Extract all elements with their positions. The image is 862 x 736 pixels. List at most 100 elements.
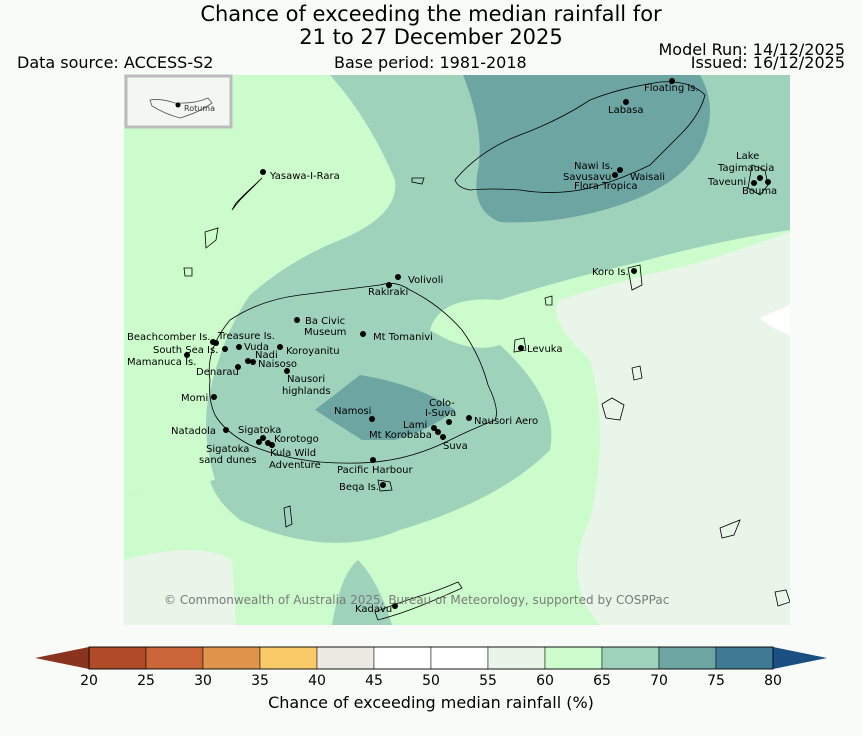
label-floating-is: Floating Is.: [644, 83, 699, 94]
label-momi: Momi: [181, 393, 208, 404]
dot-nausori-aero: [466, 415, 472, 421]
label-highlands: highlands: [282, 386, 331, 397]
dot-denarau: [235, 364, 241, 370]
map-title: Chance of exceeding the median rainfall …: [0, 3, 862, 49]
field-55-60-southwest: [124, 550, 236, 625]
dot-nadi: [245, 358, 251, 364]
islet-2-outline: [544, 295, 553, 306]
koro-outline: [627, 264, 643, 291]
colorbar-segment-35: [259, 646, 318, 670]
field-65-70-south: [332, 560, 392, 625]
colorbar-segment-70: [658, 646, 717, 670]
label-mamanuca: Mamanuca Is.: [127, 357, 196, 368]
label-sand-dunes: sand dunes: [199, 455, 257, 466]
label-vuda: Vuda: [244, 342, 269, 353]
dot-lami: [431, 425, 437, 431]
dot-nausori-highlands: [284, 368, 290, 374]
label-volivoli: Volivoli: [408, 275, 443, 286]
label-nausori: Nausori: [287, 374, 325, 385]
colorbar-ticks: 20 25 30 35 40 45 50 55 60 65 70 75 80: [80, 673, 782, 689]
colorbar-segment-20: [88, 646, 147, 670]
dot-korobaba: [435, 429, 441, 435]
dot-ba: [294, 317, 300, 323]
dot-koroyanitu: [277, 344, 283, 350]
label-denarau: Denarau: [196, 367, 239, 378]
label-pacific-harbour: Pacific Harbour: [337, 465, 414, 476]
colorbar-tick-25: 25: [137, 673, 155, 689]
field-55-60-east: [556, 232, 790, 625]
colorbar-tick-75: 75: [707, 673, 725, 689]
field-60-65-west: [124, 75, 396, 495]
label-labasa: Labasa: [608, 105, 644, 116]
probability-field: Floating Is. Labasa Nawi Is. Savusavu Wa…: [124, 75, 790, 625]
yasawa-south-outline: [204, 227, 219, 249]
label-beachcomber: Beachcomber Is.: [127, 332, 210, 343]
colorbar-segment-45: [373, 646, 432, 670]
label-koro: Koro Is.: [592, 267, 629, 278]
colorbar-tick-40: 40: [308, 673, 326, 689]
colorbar-tick-35: 35: [251, 673, 269, 689]
dot-labasa: [623, 99, 629, 105]
islet-6-outline: [183, 267, 193, 277]
dot-vuda: [236, 344, 242, 350]
label-adventure: Adventure: [269, 460, 321, 471]
dot-yasawa: [260, 169, 266, 175]
dot-rotuma: [175, 102, 181, 108]
title-line-1: Chance of exceeding the median rainfall …: [200, 2, 662, 26]
label-ba-civic: Ba Civic: [305, 316, 345, 327]
yasawa-outline: [231, 177, 263, 211]
label-korobaba: Mt Korobaba: [369, 430, 432, 441]
label-naisoso: Naisoso: [258, 359, 297, 370]
base-period: Base period: 1981-2018: [334, 53, 527, 72]
dot-bouma: [765, 179, 771, 185]
title-line-2: 21 to 27 December 2025: [299, 25, 563, 49]
label-kadavu: Kadavu: [355, 604, 392, 615]
ovalau-outline: [513, 337, 527, 353]
colorbar-tick-50: 50: [422, 673, 440, 689]
label-rakiraki: Rakiraki: [368, 287, 408, 298]
label-nawi-is: Nawi Is.: [574, 161, 613, 172]
colorbar: 20 25 30 35 40 45 50 55 60 65 70 75 80 Chance of exc…: [35, 646, 827, 712]
dot-volivoli: [395, 274, 401, 280]
colorbar-segment-50: [430, 646, 489, 670]
label-sigatoka: Sigatoka: [238, 425, 281, 436]
dot-mamanuca: [184, 352, 190, 358]
colorbar-under-arrow: [35, 647, 89, 669]
gau-outline: [601, 397, 625, 421]
beqa-outline: [377, 479, 393, 492]
label-i-suva: I-Suva: [425, 408, 456, 419]
label-sigatoka-2: Sigatoka: [206, 444, 249, 455]
dot-treasure: [213, 340, 219, 346]
colorbar-segment-60: [544, 646, 603, 670]
label-yasawa: Yasawa-I-Rara: [269, 171, 340, 182]
colorbar-segment-65: [601, 646, 660, 670]
label-tomanivi: Mt Tomanivi: [373, 332, 433, 343]
dot-naisoso: [250, 359, 256, 365]
label-museum: Museum: [304, 327, 346, 338]
colorbar-tick-70: 70: [650, 673, 668, 689]
colorbar-segment-30: [202, 646, 261, 670]
dot-koro: [631, 268, 637, 274]
islet-4-outline: [719, 519, 741, 539]
vatulele-outline: [283, 505, 293, 528]
colorbar-tick-60: 60: [536, 673, 554, 689]
islet-3-outline: [631, 365, 643, 381]
dot-tomanivi: [360, 331, 366, 337]
label-namosi: Namosi: [334, 406, 371, 417]
islet-outline: [411, 177, 425, 185]
field-70-75-north: [463, 75, 710, 223]
label-suva: Suva: [443, 441, 468, 452]
label-koroyanitu: Koroyanitu: [286, 346, 340, 357]
colorbar-segments: [88, 646, 774, 670]
label-lami: Lami: [403, 420, 427, 431]
colorbar-tick-30: 30: [194, 673, 212, 689]
colorbar-segment-25: [145, 646, 204, 670]
dot-tagimaucia: [757, 175, 763, 181]
dot-taveuni: [751, 180, 757, 186]
dot-namosi: [369, 416, 375, 422]
label-lake: Lake: [736, 151, 759, 162]
islet-5-outline: [774, 589, 790, 607]
label-treasure: Treasure Is.: [217, 331, 275, 342]
colorbar-segment-75: [715, 646, 774, 670]
location-dots: [184, 78, 771, 609]
